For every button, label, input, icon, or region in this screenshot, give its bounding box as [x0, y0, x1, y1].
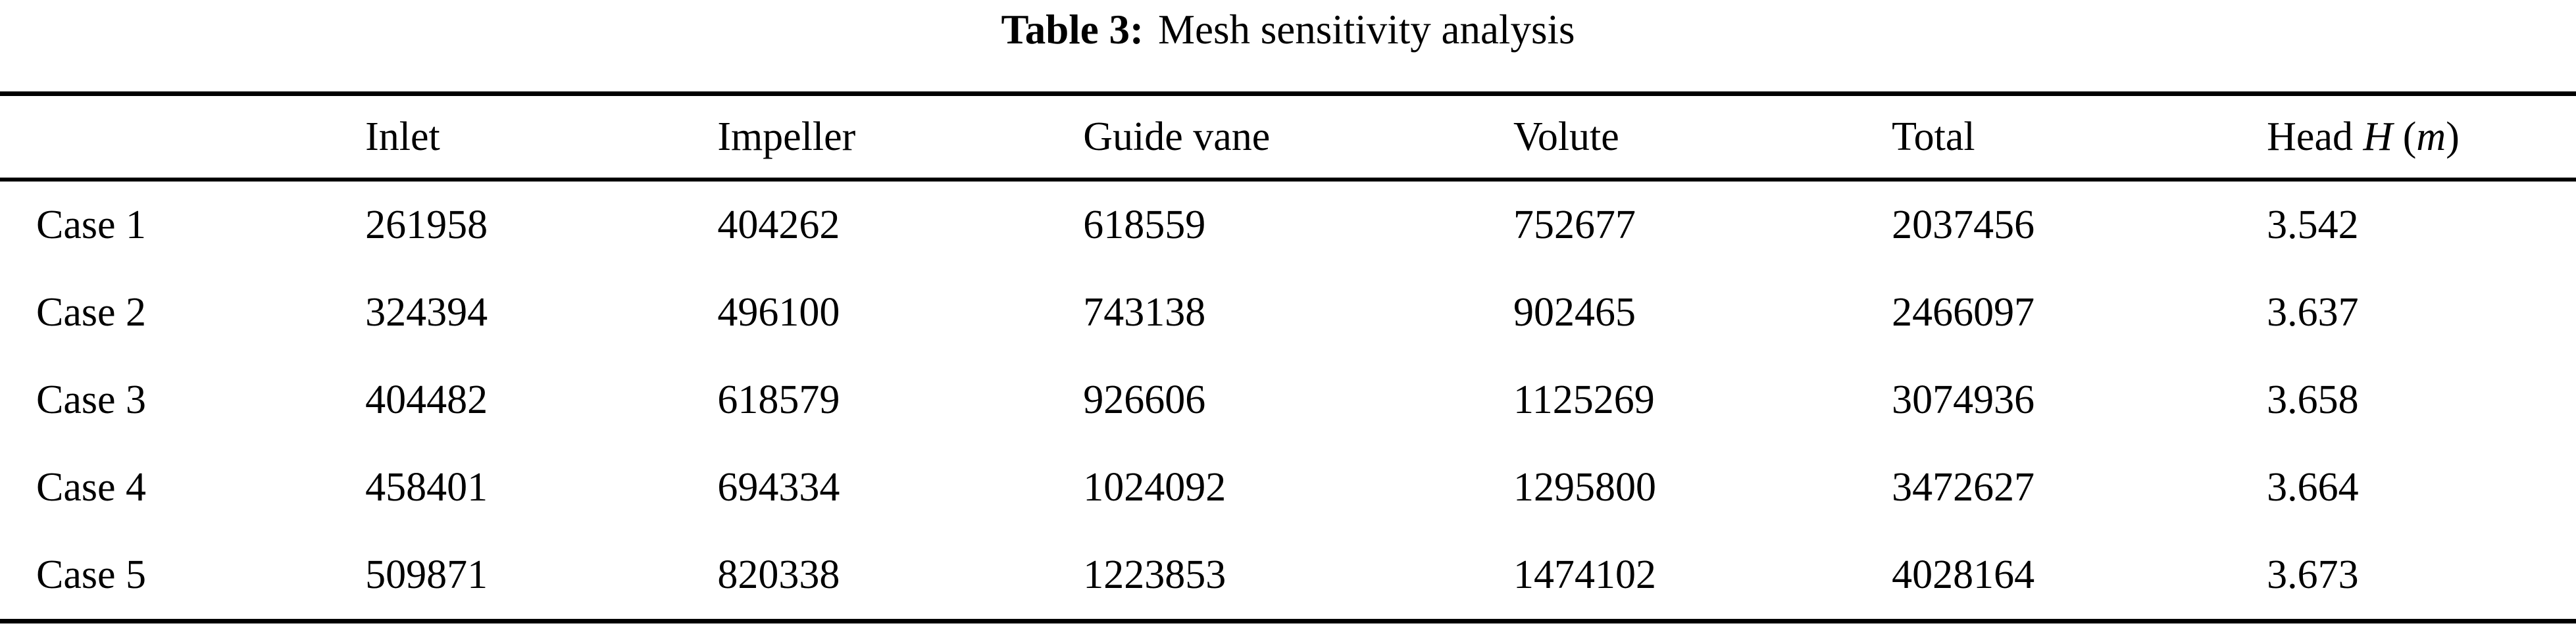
table-row: Case 1 261958 404262 618559 752677 20374… [0, 180, 2576, 269]
table-caption-label: Table 3: [1001, 7, 1144, 53]
table-cell: 902465 [1513, 290, 1636, 335]
table-cell: 1125269 [1513, 378, 1655, 422]
header-row: Inlet Impeller Guide vane Volute Total H… [0, 93, 2576, 182]
table-cell: 2466097 [1892, 290, 2035, 335]
table-cell: 3074936 [1892, 378, 2035, 422]
column-header-row-label [0, 93, 366, 182]
table-cell: 1223853 [1083, 552, 1226, 597]
column-header-total: Total [1892, 93, 2267, 182]
table-cell: 820338 [717, 552, 840, 597]
head-label-prefix: Head [2267, 114, 2363, 159]
table-caption-text: Mesh sensitivity analysis [1158, 7, 1575, 53]
table-cell: 618579 [717, 378, 840, 422]
mesh-sensitivity-table: Inlet Impeller Guide vane Volute Total H… [0, 91, 2576, 623]
head-unit-close: ) [2446, 114, 2460, 159]
table-cell: 1024092 [1083, 465, 1226, 510]
row-label: Case 5 [36, 552, 147, 597]
table-cell: 3.658 [2267, 378, 2359, 422]
table-cell: 3.637 [2267, 290, 2359, 335]
table-cell: 926606 [1083, 378, 1206, 422]
column-header-volute: Volute [1513, 93, 1892, 182]
table-cell: 404482 [365, 378, 488, 422]
table-cell: 1295800 [1513, 465, 1657, 510]
row-label: Case 1 [36, 203, 147, 247]
table-cell: 261958 [365, 203, 488, 247]
head-unit-open: ( [2392, 114, 2417, 159]
head-symbol: H [2363, 114, 2393, 159]
table-caption: Table 3: Mesh sensitivity analysis [0, 0, 2576, 55]
table-row: Case 2 324394 496100 743138 902465 24660… [0, 269, 2576, 356]
table-cell: 324394 [365, 290, 488, 335]
table-cell: 496100 [717, 290, 840, 335]
table-cell: 404262 [717, 203, 840, 247]
table-cell: 743138 [1083, 290, 1206, 335]
table-cell: 4028164 [1892, 552, 2035, 597]
table-cell: 3.664 [2267, 465, 2359, 510]
table-cell: 752677 [1513, 203, 1636, 247]
table-cell: 3.673 [2267, 552, 2359, 597]
table-cell: 618559 [1083, 203, 1206, 247]
table-cell: 3.542 [2267, 203, 2359, 247]
row-label: Case 4 [36, 465, 147, 510]
column-header-guide-vane: Guide vane [1083, 93, 1514, 182]
column-header-head: Head H (m) [2267, 93, 2576, 182]
column-header-inlet: Inlet [365, 93, 718, 182]
table-cell: 694334 [717, 465, 840, 510]
table-cell: 1474102 [1513, 552, 1657, 597]
table-row: Case 4 458401 694334 1024092 1295800 347… [0, 444, 2576, 531]
table-cell: 3472627 [1892, 465, 2035, 510]
table-row: Case 5 509871 820338 1223853 1474102 402… [0, 531, 2576, 622]
table-row: Case 3 404482 618579 926606 1125269 3074… [0, 356, 2576, 444]
head-unit-symbol: m [2416, 114, 2446, 159]
table-cell: 2037456 [1892, 203, 2035, 247]
table-cell: 458401 [365, 465, 488, 510]
table-cell: 509871 [365, 552, 488, 597]
column-header-impeller: Impeller [717, 93, 1084, 182]
row-label: Case 3 [36, 378, 147, 422]
row-label: Case 2 [36, 290, 147, 335]
